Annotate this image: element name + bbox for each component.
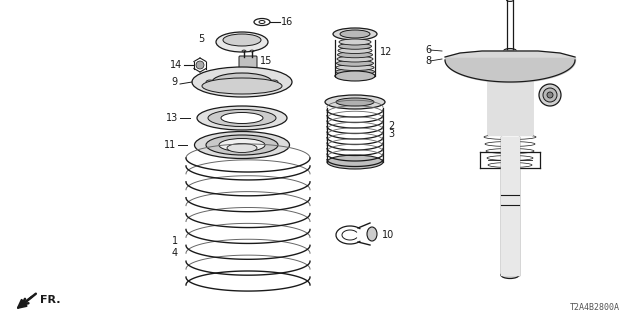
Ellipse shape bbox=[504, 49, 516, 53]
Text: 16: 16 bbox=[281, 17, 293, 27]
Text: 11: 11 bbox=[164, 140, 176, 150]
Text: 1: 1 bbox=[172, 236, 178, 246]
Ellipse shape bbox=[212, 73, 272, 91]
Text: T2A4B2800A: T2A4B2800A bbox=[570, 303, 620, 312]
Text: 9: 9 bbox=[172, 77, 178, 87]
Text: 5: 5 bbox=[198, 34, 204, 44]
Ellipse shape bbox=[206, 135, 278, 155]
Ellipse shape bbox=[333, 28, 377, 40]
Circle shape bbox=[196, 61, 204, 69]
Text: 15: 15 bbox=[260, 56, 273, 66]
Ellipse shape bbox=[223, 34, 261, 46]
Ellipse shape bbox=[367, 227, 377, 241]
Ellipse shape bbox=[335, 71, 375, 81]
Ellipse shape bbox=[340, 30, 370, 38]
Ellipse shape bbox=[335, 73, 375, 79]
Ellipse shape bbox=[337, 52, 372, 58]
Text: FR.: FR. bbox=[40, 295, 61, 305]
Text: 13: 13 bbox=[166, 113, 178, 123]
Ellipse shape bbox=[227, 143, 257, 153]
Ellipse shape bbox=[506, 0, 513, 2]
Ellipse shape bbox=[221, 113, 263, 124]
Ellipse shape bbox=[336, 65, 374, 70]
Ellipse shape bbox=[337, 60, 374, 66]
Ellipse shape bbox=[501, 271, 519, 278]
Ellipse shape bbox=[231, 78, 253, 85]
Ellipse shape bbox=[543, 88, 557, 102]
Text: 6: 6 bbox=[425, 45, 431, 55]
Ellipse shape bbox=[242, 50, 246, 52]
Ellipse shape bbox=[192, 67, 292, 97]
Ellipse shape bbox=[197, 106, 287, 130]
Ellipse shape bbox=[500, 51, 520, 59]
Text: 2: 2 bbox=[388, 121, 394, 131]
Ellipse shape bbox=[195, 132, 289, 158]
Ellipse shape bbox=[339, 43, 371, 49]
FancyBboxPatch shape bbox=[239, 56, 257, 74]
Ellipse shape bbox=[337, 56, 373, 62]
Ellipse shape bbox=[208, 109, 276, 126]
Text: 12: 12 bbox=[380, 47, 392, 57]
Ellipse shape bbox=[336, 98, 374, 106]
Text: 8: 8 bbox=[425, 56, 431, 66]
Ellipse shape bbox=[219, 139, 265, 151]
Ellipse shape bbox=[216, 32, 268, 52]
Text: 4: 4 bbox=[172, 248, 178, 258]
Ellipse shape bbox=[202, 78, 282, 94]
Text: 14: 14 bbox=[170, 60, 182, 70]
Ellipse shape bbox=[206, 80, 214, 84]
Text: 10: 10 bbox=[382, 230, 394, 240]
Ellipse shape bbox=[338, 47, 372, 53]
Ellipse shape bbox=[327, 155, 383, 169]
Text: 3: 3 bbox=[388, 129, 394, 139]
Ellipse shape bbox=[325, 95, 385, 109]
Ellipse shape bbox=[547, 92, 553, 98]
Ellipse shape bbox=[539, 84, 561, 106]
Ellipse shape bbox=[335, 69, 374, 75]
Ellipse shape bbox=[250, 50, 254, 52]
Polygon shape bbox=[445, 51, 575, 57]
Ellipse shape bbox=[339, 39, 371, 45]
Ellipse shape bbox=[270, 80, 278, 84]
